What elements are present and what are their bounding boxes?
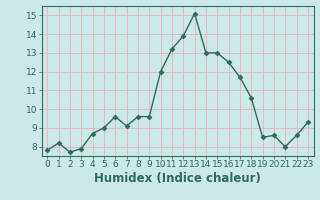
X-axis label: Humidex (Indice chaleur): Humidex (Indice chaleur) — [94, 172, 261, 185]
